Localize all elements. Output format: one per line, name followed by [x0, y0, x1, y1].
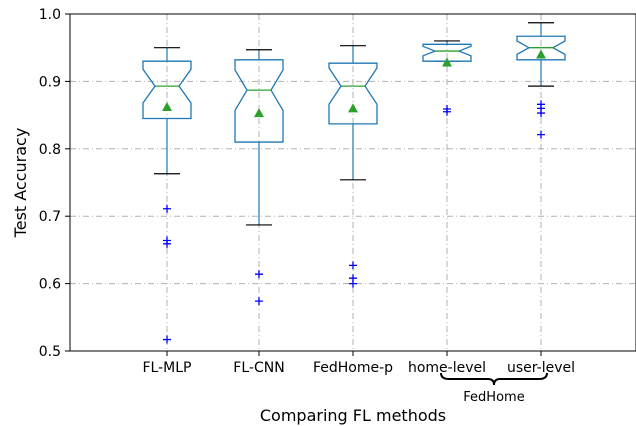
x-tick-label: FedHome-p — [313, 360, 393, 376]
x-tick-label: user-level — [507, 360, 575, 376]
y-tick-label: 0.8 — [39, 142, 61, 158]
box-body — [422, 43, 472, 62]
box-body — [234, 59, 284, 143]
box-body — [328, 62, 378, 125]
y-axis-title: Test Accuracy — [11, 128, 30, 239]
group-brace-label: FedHome — [463, 390, 524, 405]
group-brace: FedHome — [440, 372, 548, 405]
box-body — [142, 60, 192, 120]
mean-marker — [162, 102, 172, 112]
box-fedhome-p — [328, 45, 378, 288]
y-tick-label: 0.9 — [39, 74, 61, 90]
x-tick-label: FL-MLP — [143, 360, 192, 376]
x-tick-label: FL-CNN — [233, 360, 284, 376]
box-plot-series — [142, 22, 566, 344]
x-axis-title: Comparing FL methods — [260, 406, 446, 425]
outlier-point — [537, 130, 545, 139]
outlier-point — [255, 270, 263, 279]
box-fl-cnn — [234, 49, 284, 306]
outlier-point — [349, 261, 357, 270]
y-tick-label: 0.6 — [39, 277, 61, 293]
mean-marker — [348, 103, 358, 113]
outlier-point — [255, 297, 263, 306]
y-tick-label: 0.7 — [39, 209, 61, 225]
outlier-point — [443, 107, 451, 116]
outlier-point — [537, 109, 545, 118]
box-home-level — [422, 40, 472, 116]
x-tick-label: home-level — [408, 360, 486, 376]
mean-marker — [536, 49, 546, 59]
x-axis: FL-MLP FL-CNN FedHome-p home-level user-leve… — [143, 351, 575, 376]
outlier-point — [163, 204, 171, 213]
box-fl-mlp — [142, 47, 192, 344]
outlier-point — [163, 239, 171, 248]
box-body — [516, 35, 566, 61]
outlier-point — [349, 279, 357, 288]
y-tick-label: 0.5 — [39, 344, 61, 360]
y-axis: 0.5 0.6 0.7 0.8 0.9 1.0 — [39, 7, 70, 360]
mean-marker — [254, 108, 264, 118]
grid-lines — [70, 14, 636, 351]
y-tick-label: 1.0 — [39, 7, 61, 23]
mean-marker — [442, 57, 452, 67]
outlier-point — [163, 335, 171, 344]
box-user-level — [516, 22, 566, 139]
group-brace-shape — [440, 372, 548, 386]
